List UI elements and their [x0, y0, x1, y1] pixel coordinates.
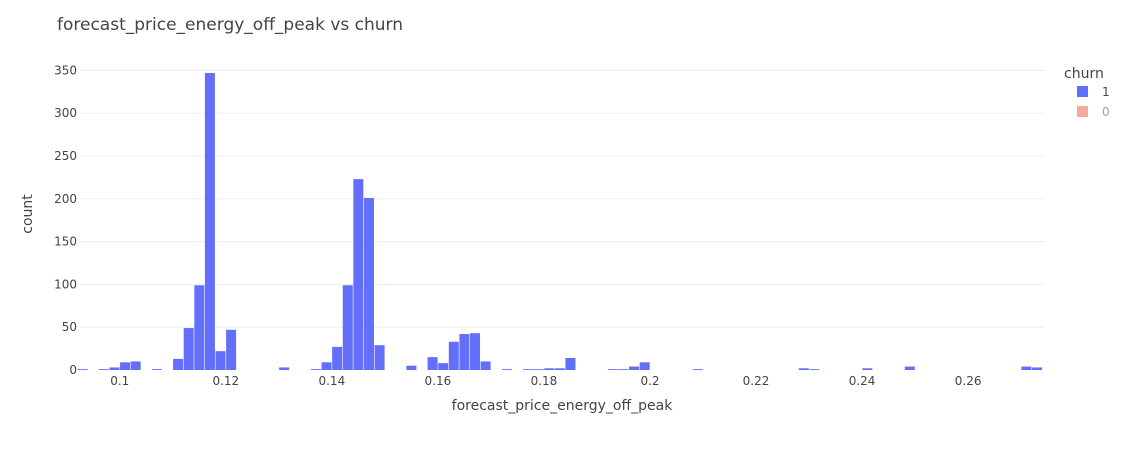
y-tick-label: 50 [62, 320, 77, 334]
x-tick-label: 0.2 [640, 374, 659, 388]
bar[interactable] [130, 361, 141, 370]
bar[interactable] [533, 369, 544, 370]
bar[interactable] [363, 197, 374, 370]
bar[interactable] [173, 358, 184, 370]
bar[interactable] [554, 368, 565, 370]
legend-swatch-1 [1077, 86, 1088, 97]
bar[interactable] [406, 365, 417, 370]
bar[interactable] [470, 333, 481, 370]
legend-swatch-0 [1077, 106, 1088, 117]
bar[interactable] [1021, 366, 1032, 370]
bar[interactable] [226, 329, 237, 370]
y-tick-label: 250 [54, 149, 77, 163]
x-tick-label: 0.1 [110, 374, 129, 388]
x-tick-label: 0.14 [318, 374, 345, 388]
bar[interactable] [480, 361, 491, 370]
bar[interactable] [1032, 367, 1043, 370]
bar[interactable] [151, 369, 162, 370]
bar[interactable] [904, 366, 915, 370]
legend[interactable]: churn 1 0 [1064, 66, 1110, 119]
y-axis-title: count [20, 194, 36, 234]
y-tick-labels: 0 50 100 150 200 250 300 350 [54, 63, 77, 377]
x-tick-label: 0.12 [212, 374, 239, 388]
bar[interactable] [798, 368, 809, 370]
bar[interactable] [438, 363, 449, 370]
bar[interactable] [639, 362, 650, 370]
x-tick-label: 0.22 [743, 374, 770, 388]
bar[interactable] [448, 341, 459, 370]
bar[interactable] [809, 369, 820, 370]
x-tick-label: 0.26 [955, 374, 982, 388]
legend-label-0: 0 [1102, 105, 1110, 119]
y-tick-label: 200 [54, 192, 77, 206]
bar[interactable] [98, 369, 109, 370]
bar[interactable] [204, 72, 215, 371]
x-axis-title: forecast_price_energy_off_peak [452, 398, 674, 414]
y-tick-label: 0 [69, 363, 77, 377]
x-tick-labels: 0.1 0.12 0.14 0.16 0.18 0.2 0.22 0.24 0.26 [110, 374, 981, 388]
bar[interactable] [459, 334, 470, 370]
bar[interactable] [501, 369, 512, 370]
bar[interactable] [183, 328, 194, 370]
x-tick-label: 0.16 [425, 374, 452, 388]
y-tick-label: 150 [54, 235, 77, 249]
bar[interactable] [77, 369, 88, 370]
bar[interactable] [692, 369, 703, 370]
bar[interactable] [109, 367, 120, 370]
bar[interactable] [194, 285, 205, 370]
bar[interactable] [120, 362, 131, 370]
bar[interactable] [310, 369, 321, 370]
bar[interactable] [565, 358, 576, 370]
legend-item-0[interactable]: 0 [1077, 105, 1110, 119]
bar[interactable] [629, 366, 640, 370]
bar[interactable] [215, 351, 226, 370]
bars [77, 72, 1043, 371]
y-tick-label: 100 [54, 277, 77, 291]
bar[interactable] [332, 346, 343, 370]
y-gridlines [80, 69, 1045, 371]
bar[interactable] [618, 369, 629, 370]
bar[interactable] [544, 368, 555, 370]
chart-title: forecast_price_energy_off_peak vs churn [57, 15, 403, 35]
legend-item-1[interactable]: 1 [1077, 85, 1110, 99]
legend-title: churn [1064, 66, 1104, 82]
bar[interactable] [607, 369, 618, 370]
legend-label-1: 1 [1102, 85, 1110, 99]
bar[interactable] [353, 179, 364, 370]
bar[interactable] [862, 368, 873, 370]
x-tick-label: 0.18 [531, 374, 558, 388]
x-tick-label: 0.24 [849, 374, 876, 388]
y-tick-label: 350 [54, 63, 77, 77]
bar[interactable] [342, 285, 353, 370]
bar[interactable] [374, 345, 385, 370]
bar[interactable] [279, 367, 290, 370]
bar[interactable] [321, 362, 332, 370]
y-tick-label: 300 [54, 106, 77, 120]
bar[interactable] [523, 369, 534, 370]
bar[interactable] [427, 357, 438, 370]
